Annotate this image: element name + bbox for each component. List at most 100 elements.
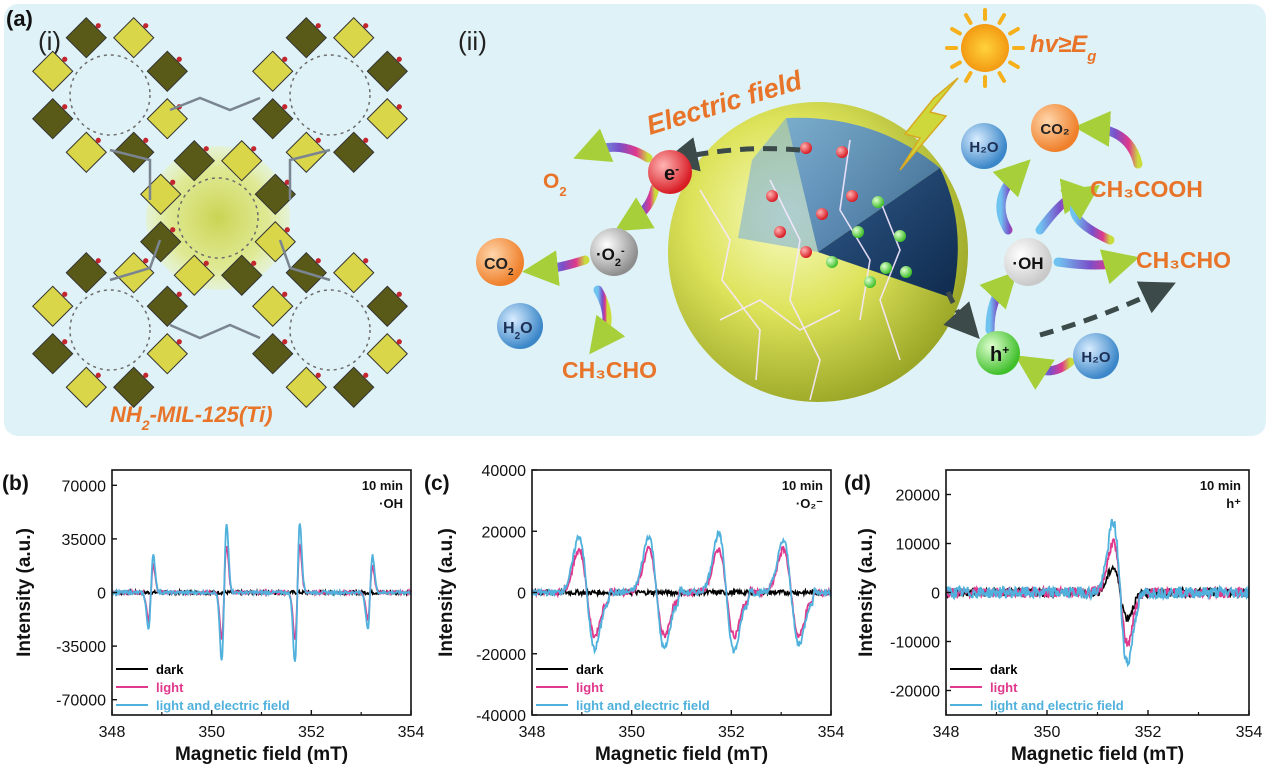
electron-transfer-arrow [662, 137, 801, 172]
y-tick-label: 0 [517, 586, 526, 603]
electron-to-o2-arrow [573, 128, 653, 163]
series-line-light-and-electric-field [945, 518, 1250, 668]
svg-text:CO₂: CO₂ [1040, 121, 1069, 138]
h2o-top-species: H₂O [961, 123, 1007, 169]
chart-annotation: 10 min [782, 478, 823, 493]
photon-lightning-icon [899, 77, 959, 171]
co2-left-species: CO2 [476, 238, 524, 286]
legend-label: light [156, 680, 184, 695]
electron-particle [800, 246, 812, 258]
linker-bonds [109, 96, 331, 340]
electron-particle [816, 208, 828, 220]
legend-label: dark [156, 662, 184, 677]
hole-particle [880, 262, 892, 274]
y-tick-label: -10000 [890, 635, 940, 652]
ch3cho-to-ch3cooh-arrow [1060, 185, 1115, 245]
hole-transfer-arrow [943, 291, 980, 339]
x-axis-label: Magnetic field (mT) [1011, 744, 1184, 765]
electron-particle [774, 226, 786, 238]
x-tick-label: 354 [1236, 724, 1263, 741]
x-tick-label: 350 [1034, 724, 1061, 741]
h2o-left-species: H2O [497, 303, 543, 349]
x-tick-label: 348 [933, 724, 960, 741]
photocatalysis-sphere [668, 102, 968, 402]
y-tick-label: 0 [931, 586, 940, 603]
legend-label: dark [576, 662, 604, 677]
legend-label: light and electric field [576, 698, 710, 713]
chart-annotation: 10 min [1200, 478, 1241, 493]
series-line-dark [531, 587, 832, 599]
x-tick-label: 352 [718, 724, 745, 741]
y-tick-label: -40000 [476, 708, 526, 725]
svg-text:CO2: CO2 [484, 256, 514, 278]
hole-species: h+ [976, 331, 1020, 375]
svg-text:H₂O: H₂O [969, 139, 998, 156]
electron-particle [836, 146, 848, 158]
chart-annotation: 10 min [362, 478, 403, 493]
hole-particle [852, 226, 864, 238]
chart-panel-label: (c) [424, 472, 450, 495]
x-tick-label: 352 [298, 724, 325, 741]
oxidation-dashed-arrow [1039, 281, 1176, 338]
legend-label: light and electric field [156, 698, 290, 713]
chart-panel-d: (d) 20000 10000 0 -10000 -20000 348 350 352 354 Ma… [844, 469, 1263, 765]
electron-particle [846, 190, 858, 202]
x-tick-label: 348 [519, 724, 546, 741]
panel-a-i-label: (i) [38, 26, 61, 56]
hole-particle [900, 266, 912, 278]
chart-panel-b: (b) 70000 35000 0 -35000 -70000 348 350 352 354 Ma… [2, 469, 425, 765]
x-tick-label: 350 [618, 724, 645, 741]
svg-text:e-: e- [664, 162, 679, 185]
chart-annotation: h⁺ [1226, 496, 1241, 511]
x-axis-label: Magnetic field (mT) [175, 744, 348, 765]
y-tick-label: -35000 [56, 639, 106, 656]
hole-to-oh-arrow [979, 270, 1018, 335]
legend-label: light [990, 680, 1018, 695]
o2-label: O2 [543, 170, 567, 199]
h2o-bottom-species: H₂O [1073, 333, 1119, 379]
svg-text:H₂O: H₂O [1081, 349, 1110, 366]
y-tick-label: 70000 [62, 478, 107, 495]
hydroxyl-species: ·OH [1004, 238, 1052, 286]
y-axis-label: Intensity (a.u.) [14, 528, 35, 657]
electron-particle [766, 190, 778, 202]
photon-energy-label: hv≥Eg [1030, 31, 1096, 65]
chart-annotation: ·O₂⁻ [796, 496, 823, 511]
y-axis-label: Intensity (a.u.) [856, 528, 877, 657]
svg-text:h+: h+ [990, 343, 1009, 366]
y-tick-label: 20000 [896, 488, 941, 505]
y-axis-label: Intensity (a.u.) [436, 528, 457, 657]
series-line-light-and-electric-field [111, 523, 412, 662]
h2o-to-hole-arrow [1014, 355, 1075, 390]
mof-cage [32, 17, 188, 173]
x-tick-label: 350 [198, 724, 225, 741]
electron-particle [800, 142, 812, 154]
y-tick-label: -20000 [476, 647, 526, 664]
mof-structure-image [32, 17, 408, 408]
chart-annotation: ·OH [379, 496, 403, 511]
x-tick-label: 354 [818, 724, 845, 741]
x-tick-label: 352 [1135, 724, 1162, 741]
co2-top-species: CO₂ [1031, 104, 1079, 152]
hole-particle [826, 256, 838, 268]
svg-text:·O2-: ·O2- [596, 245, 625, 269]
ch3cooh-label: CH₃COOH [1090, 176, 1203, 202]
hole-particle [894, 230, 906, 242]
oh-to-h2o-arrow [992, 159, 1031, 235]
y-tick-label: -70000 [56, 693, 106, 710]
superoxide-to-co2-arrow [522, 250, 590, 287]
y-tick-label: 35000 [62, 532, 107, 549]
chart-panel-label: (b) [2, 472, 29, 495]
mof-cage [140, 140, 296, 296]
x-axis-label: Magnetic field (mT) [595, 744, 768, 765]
electron-to-superoxide-arrow [614, 183, 660, 232]
svg-text:H2O: H2O [503, 320, 533, 342]
ch3cho-left-label: CH₃CHO [562, 357, 657, 383]
y-tick-label: 20000 [482, 524, 527, 541]
oh-to-ch3cho-arrow [1053, 249, 1140, 285]
legend-label: light [576, 680, 604, 695]
y-tick-label: 0 [97, 586, 106, 603]
x-tick-label: 354 [398, 724, 425, 741]
